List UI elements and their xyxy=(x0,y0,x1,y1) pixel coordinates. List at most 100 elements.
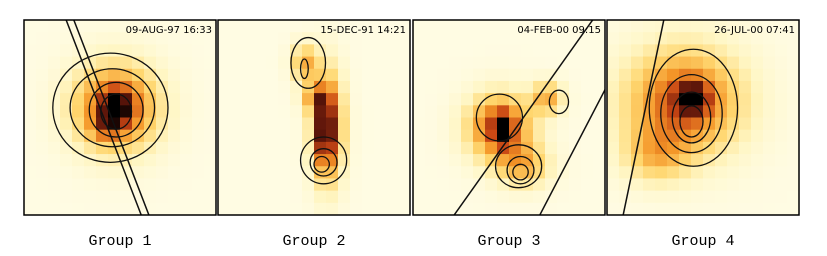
pixel xyxy=(787,105,799,118)
pixel xyxy=(278,202,291,215)
pixel xyxy=(204,105,216,118)
pixel xyxy=(290,44,303,58)
pixel xyxy=(437,20,450,33)
pixel xyxy=(593,190,605,204)
pixel xyxy=(132,129,145,143)
pixel xyxy=(180,44,193,58)
pixel xyxy=(398,105,410,118)
pixel xyxy=(473,20,486,33)
pixel xyxy=(338,154,351,167)
contour xyxy=(299,136,348,185)
pixel xyxy=(473,178,486,192)
pixel xyxy=(168,105,181,118)
pixel xyxy=(775,178,788,192)
panel xyxy=(24,20,216,215)
pixel xyxy=(631,68,644,82)
pixel xyxy=(48,93,61,106)
pixel xyxy=(192,32,205,45)
pixel xyxy=(557,44,570,58)
pixel xyxy=(787,190,799,204)
pixel xyxy=(557,20,570,33)
pixel xyxy=(715,141,728,155)
pixel xyxy=(787,117,799,131)
pixel xyxy=(739,117,752,131)
pixel xyxy=(36,80,49,94)
pixel xyxy=(437,93,450,106)
pixel xyxy=(326,190,339,204)
pixel xyxy=(302,141,315,155)
pixel xyxy=(655,178,668,192)
pixel xyxy=(218,202,231,215)
pixel xyxy=(509,32,522,45)
pixel xyxy=(192,178,205,192)
pixel xyxy=(557,68,570,82)
pixel xyxy=(461,68,474,82)
pixel xyxy=(473,32,486,45)
pixel xyxy=(338,129,351,143)
pixel xyxy=(230,105,243,118)
pixel xyxy=(398,141,410,155)
pixel xyxy=(266,93,279,106)
pixel xyxy=(679,166,692,179)
pixel xyxy=(24,202,37,215)
pixel xyxy=(607,44,620,58)
pixel xyxy=(350,80,363,94)
pixel xyxy=(204,154,216,167)
pixel xyxy=(204,20,216,33)
pixel xyxy=(521,68,534,82)
pixel xyxy=(461,129,474,143)
pixel xyxy=(557,93,570,106)
pixel xyxy=(581,178,594,192)
pixel xyxy=(607,20,620,33)
pixel xyxy=(691,56,704,70)
pixel xyxy=(60,32,73,45)
pixel xyxy=(96,141,109,155)
pixel xyxy=(727,32,740,45)
pixel xyxy=(485,178,498,192)
pixel xyxy=(425,190,438,204)
pixel xyxy=(787,154,799,167)
pixel xyxy=(485,190,498,204)
pixel xyxy=(180,105,193,118)
pixel xyxy=(60,190,73,204)
pixel xyxy=(715,154,728,167)
pixel xyxy=(607,80,620,94)
pixel xyxy=(461,44,474,58)
pixel xyxy=(619,105,632,118)
pixel xyxy=(156,166,169,179)
pixel xyxy=(156,141,169,155)
pixel xyxy=(168,44,181,58)
pixel xyxy=(398,32,410,45)
pixel xyxy=(569,20,582,33)
pixel xyxy=(230,56,243,70)
pixel xyxy=(667,178,680,192)
pixel xyxy=(703,141,716,155)
pixel xyxy=(521,178,534,192)
pixel xyxy=(727,56,740,70)
pixel xyxy=(338,93,351,106)
pixel xyxy=(557,129,570,143)
pixel xyxy=(643,56,656,70)
pixel xyxy=(763,93,776,106)
pixel xyxy=(569,105,582,118)
pixel xyxy=(727,117,740,131)
pixel xyxy=(607,105,620,118)
pixel xyxy=(775,202,788,215)
pixel xyxy=(204,32,216,45)
pixel xyxy=(643,202,656,215)
pixel xyxy=(36,190,49,204)
pixel xyxy=(655,80,668,94)
pixel xyxy=(643,44,656,58)
pixel xyxy=(763,166,776,179)
contour xyxy=(313,155,331,173)
pixel xyxy=(108,178,121,192)
pixel xyxy=(425,129,438,143)
pixel xyxy=(60,141,73,155)
pixel xyxy=(461,80,474,94)
pixel xyxy=(607,68,620,82)
pixel xyxy=(362,117,375,131)
pixel xyxy=(691,32,704,45)
pixel xyxy=(254,117,267,131)
pixel xyxy=(497,117,510,131)
pixel xyxy=(156,117,169,131)
